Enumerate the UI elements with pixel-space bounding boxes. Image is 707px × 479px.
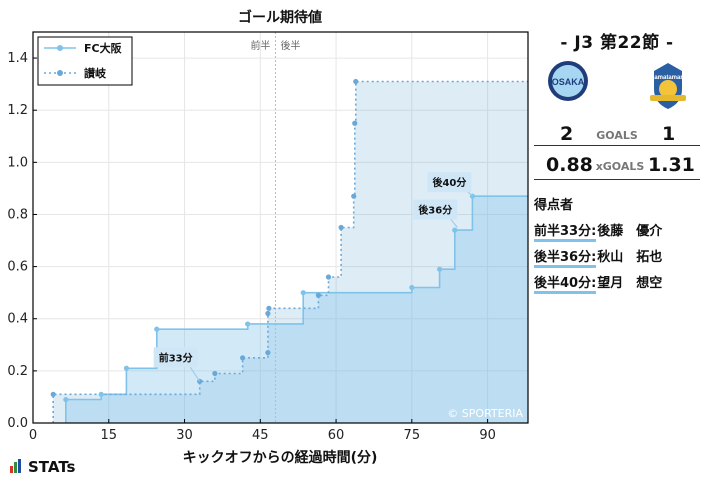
annotation-box [413, 199, 458, 220]
second-half-label: 後半 [280, 39, 300, 52]
scorer-name: 後藤 優介 [597, 224, 663, 239]
goal-annotations: 前33分 後36分 後40分 [153, 172, 473, 382]
data-point-home [300, 290, 306, 296]
divider [534, 179, 700, 180]
data-point-home [409, 284, 415, 291]
annotation-label: 前33分 [159, 351, 193, 364]
annotation-box [427, 172, 472, 193]
y-tick-label: 1.0 [7, 155, 28, 170]
data-point-home [452, 227, 458, 233]
data-point-home [245, 321, 251, 327]
goals-label: GOALS [596, 129, 638, 142]
stats-logo-text: STATs [28, 458, 76, 476]
plot-frame [32, 31, 529, 424]
data-point-home [98, 391, 104, 397]
legend-marker-away [57, 70, 63, 76]
legend-label-away: 讃岐 [84, 66, 107, 80]
legend-marker-home [57, 45, 63, 51]
away-goals: 1 [662, 123, 676, 145]
data-point-away [266, 305, 272, 311]
first-half-label: 前半 [250, 39, 270, 52]
x-tick-label: 90 [479, 428, 496, 443]
data-point-away [240, 355, 246, 361]
series-points [50, 78, 476, 403]
data-point-home [437, 266, 443, 272]
x-tick-label: 0 [29, 428, 37, 443]
data-point-away [265, 350, 271, 356]
matchday-title: - J3 第22節 - [560, 33, 674, 53]
scorer-row: 後半36分:秋山 拓也 [534, 246, 702, 268]
series-line-away [52, 80, 528, 423]
annotation-label: 後36分 [418, 204, 452, 217]
data-point-away [265, 310, 271, 317]
stats-logo: STATs [10, 458, 75, 477]
x-axis-title: キックオフからの経過時間(分) [183, 449, 378, 466]
y-tick-label: 0.6 [7, 260, 28, 275]
data-point-away [338, 224, 344, 231]
legend: FC大阪 讃岐 [37, 36, 133, 86]
data-point-away [212, 370, 218, 377]
goals-row: 2 GOALS 1 [532, 123, 702, 145]
x-tick-label: 75 [404, 428, 421, 443]
area-away [53, 81, 528, 423]
scorer-row: 後半40分:望月 想空 [534, 272, 702, 294]
chart-title: ゴール期待値 [238, 9, 322, 26]
y-tick-label: 1.2 [7, 103, 28, 118]
stats-logo-icon [10, 459, 22, 477]
watermark: © SPORTERIA [447, 407, 523, 420]
scorer-time: 前半33分: [534, 224, 597, 242]
data-point-away [315, 292, 321, 298]
data-point-home [154, 326, 160, 332]
data-point-home [123, 365, 130, 371]
scorer-name: 望月 想空 [597, 276, 663, 291]
home-xgoals: 0.88 [546, 154, 593, 176]
home-goals: 2 [560, 123, 574, 145]
x-tick-label: 30 [176, 428, 193, 443]
divider [534, 145, 700, 146]
data-point-away [352, 120, 358, 126]
svg-text:OSAKA: OSAKA [552, 77, 585, 87]
legend-label-home: FC大阪 [84, 41, 123, 55]
plot-background [33, 32, 528, 423]
y-tick-label: 0.2 [7, 364, 28, 379]
team-crests: OSAKA Kamatamare [532, 59, 702, 115]
annotation-box [153, 347, 198, 368]
data-point-away [50, 391, 56, 397]
y-tick-label: 0.0 [7, 416, 28, 431]
x-tick-label: 45 [252, 428, 269, 443]
annotation-label: 後40分 [432, 176, 466, 189]
scorer-time: 後半36分: [534, 250, 597, 268]
xgoals-row: 0.88 xGOALS 1.31 [532, 154, 702, 176]
data-point-away [353, 78, 359, 85]
home-crest: OSAKA [546, 59, 590, 107]
data-point-away [325, 274, 332, 280]
axis-ticks: 0.0 0.2 0.4 0.6 0.8 1.0 1.2 1.4 0 15 30 45 60 75 90 [7, 51, 496, 443]
x-tick-label: 15 [100, 428, 117, 443]
y-tick-label: 0.8 [7, 207, 28, 222]
scorer-name: 秋山 拓也 [597, 250, 663, 265]
x-tick-label: 60 [328, 428, 345, 443]
scorer-row: 前半33分:後藤 優介 [534, 220, 702, 242]
away-crest: Kamatamare [646, 59, 690, 115]
series-lines [52, 80, 528, 423]
y-tick-label: 1.4 [7, 51, 28, 66]
away-xgoals: 1.31 [648, 154, 695, 176]
y-tick-label: 0.4 [7, 312, 28, 327]
data-point-home [63, 396, 69, 403]
svg-text:Kamatamare: Kamatamare [650, 75, 687, 81]
data-point-away [351, 193, 357, 199]
xgoals-label: xGOALS [595, 160, 645, 173]
match-summary: - J3 第22節 - OSAKA Kamatamare 2 GOALS 1 0… [532, 24, 702, 294]
scorer-time: 後半40分: [534, 276, 597, 294]
scorers-title: 得点者 [534, 198, 574, 213]
